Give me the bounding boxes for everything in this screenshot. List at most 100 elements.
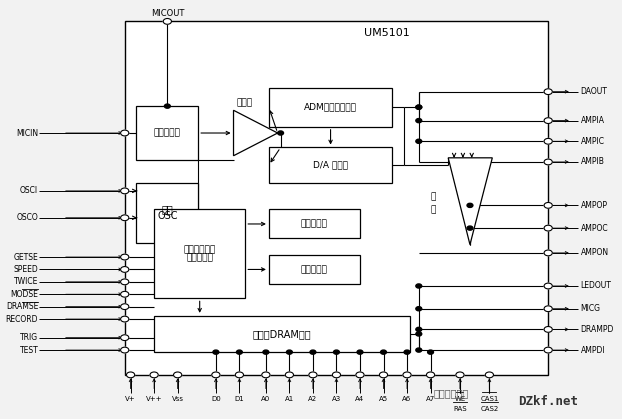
Circle shape [310, 350, 316, 354]
Text: AMPON: AMPON [580, 248, 609, 257]
Text: 刷新计数器: 刷新计数器 [301, 220, 328, 228]
Circle shape [467, 203, 473, 207]
Circle shape [121, 266, 129, 272]
Text: AMPIB: AMPIB [580, 158, 605, 166]
Polygon shape [154, 210, 245, 298]
Text: D1: D1 [234, 396, 244, 402]
Circle shape [416, 348, 422, 352]
Text: DRAMPD: DRAMPD [580, 325, 614, 334]
Text: AMPDI: AMPDI [580, 346, 605, 354]
Circle shape [427, 372, 435, 378]
Text: CAS1: CAS1 [480, 396, 499, 402]
Polygon shape [269, 147, 392, 183]
Circle shape [287, 350, 292, 354]
Text: OSCO: OSCO [17, 213, 38, 222]
Text: 放: 放 [431, 205, 436, 214]
Circle shape [416, 119, 422, 123]
Text: A7: A7 [426, 396, 435, 402]
Circle shape [121, 188, 129, 194]
Text: Vss: Vss [172, 396, 183, 402]
Circle shape [164, 104, 170, 108]
Text: 及控制逻辑: 及控制逻辑 [186, 253, 213, 262]
Text: D/A 转换器: D/A 转换器 [313, 160, 348, 170]
Circle shape [416, 332, 422, 336]
Circle shape [544, 159, 552, 165]
Circle shape [121, 130, 129, 136]
Circle shape [416, 105, 422, 109]
Text: MICIN: MICIN [16, 129, 38, 137]
Circle shape [285, 372, 294, 378]
Text: 时钟振荡电路: 时钟振荡电路 [183, 246, 216, 255]
Polygon shape [269, 88, 392, 127]
Circle shape [416, 139, 422, 143]
Circle shape [544, 306, 552, 312]
Text: OSCI: OSCI [20, 186, 38, 195]
Text: OSC: OSC [157, 211, 178, 221]
Text: A6: A6 [402, 396, 412, 402]
Text: A4: A4 [355, 396, 364, 402]
Polygon shape [124, 21, 548, 375]
Text: LEDOUT: LEDOUT [580, 282, 611, 290]
Circle shape [236, 350, 243, 354]
Text: GETSE: GETSE [14, 253, 38, 261]
Text: CAS2: CAS2 [480, 406, 498, 412]
Text: TWICE: TWICE [14, 277, 38, 286]
Text: A3: A3 [332, 396, 341, 402]
Text: D0: D0 [211, 396, 221, 402]
Polygon shape [269, 210, 360, 238]
Circle shape [416, 105, 422, 109]
Polygon shape [269, 255, 360, 284]
Text: MICG: MICG [580, 304, 601, 313]
Circle shape [163, 18, 172, 24]
Text: WE: WE [454, 396, 466, 402]
Circle shape [416, 307, 422, 311]
Circle shape [121, 215, 129, 221]
Text: A1: A1 [285, 396, 294, 402]
Text: 话筒放大器: 话筒放大器 [154, 129, 181, 137]
Text: AMPOC: AMPOC [580, 224, 608, 233]
Circle shape [121, 304, 129, 310]
Text: A0: A0 [261, 396, 271, 402]
Circle shape [485, 372, 493, 378]
Circle shape [121, 254, 129, 260]
Circle shape [456, 372, 464, 378]
Circle shape [235, 372, 244, 378]
Circle shape [427, 350, 434, 354]
Text: TRIG: TRIG [20, 333, 38, 342]
Circle shape [174, 372, 182, 378]
Circle shape [121, 291, 129, 297]
Circle shape [544, 283, 552, 289]
Circle shape [379, 372, 388, 378]
Text: 功: 功 [431, 193, 436, 202]
Circle shape [121, 347, 129, 353]
Text: A5: A5 [379, 396, 388, 402]
Polygon shape [233, 110, 277, 156]
Text: V++: V++ [146, 396, 162, 402]
Circle shape [213, 350, 219, 354]
Text: ADM分析再生电路: ADM分析再生电路 [304, 103, 357, 112]
Polygon shape [154, 316, 410, 352]
Text: UM5101: UM5101 [364, 28, 410, 38]
Circle shape [544, 202, 552, 208]
Circle shape [403, 372, 411, 378]
Text: SPEED: SPEED [14, 265, 38, 274]
Circle shape [211, 372, 220, 378]
Circle shape [333, 350, 340, 354]
Polygon shape [136, 183, 198, 243]
Circle shape [277, 131, 284, 135]
Circle shape [150, 372, 158, 378]
Polygon shape [136, 106, 198, 160]
Text: V+: V+ [125, 396, 136, 402]
Circle shape [544, 225, 552, 231]
Circle shape [121, 316, 129, 322]
Text: 振荡: 振荡 [162, 204, 174, 214]
Polygon shape [124, 21, 548, 375]
Circle shape [332, 372, 341, 378]
Text: RECORD: RECORD [6, 315, 38, 323]
Circle shape [404, 350, 410, 354]
Circle shape [544, 347, 552, 353]
Circle shape [416, 284, 422, 288]
Circle shape [416, 327, 422, 331]
Circle shape [544, 118, 552, 124]
Text: AMPOP: AMPOP [580, 201, 608, 210]
